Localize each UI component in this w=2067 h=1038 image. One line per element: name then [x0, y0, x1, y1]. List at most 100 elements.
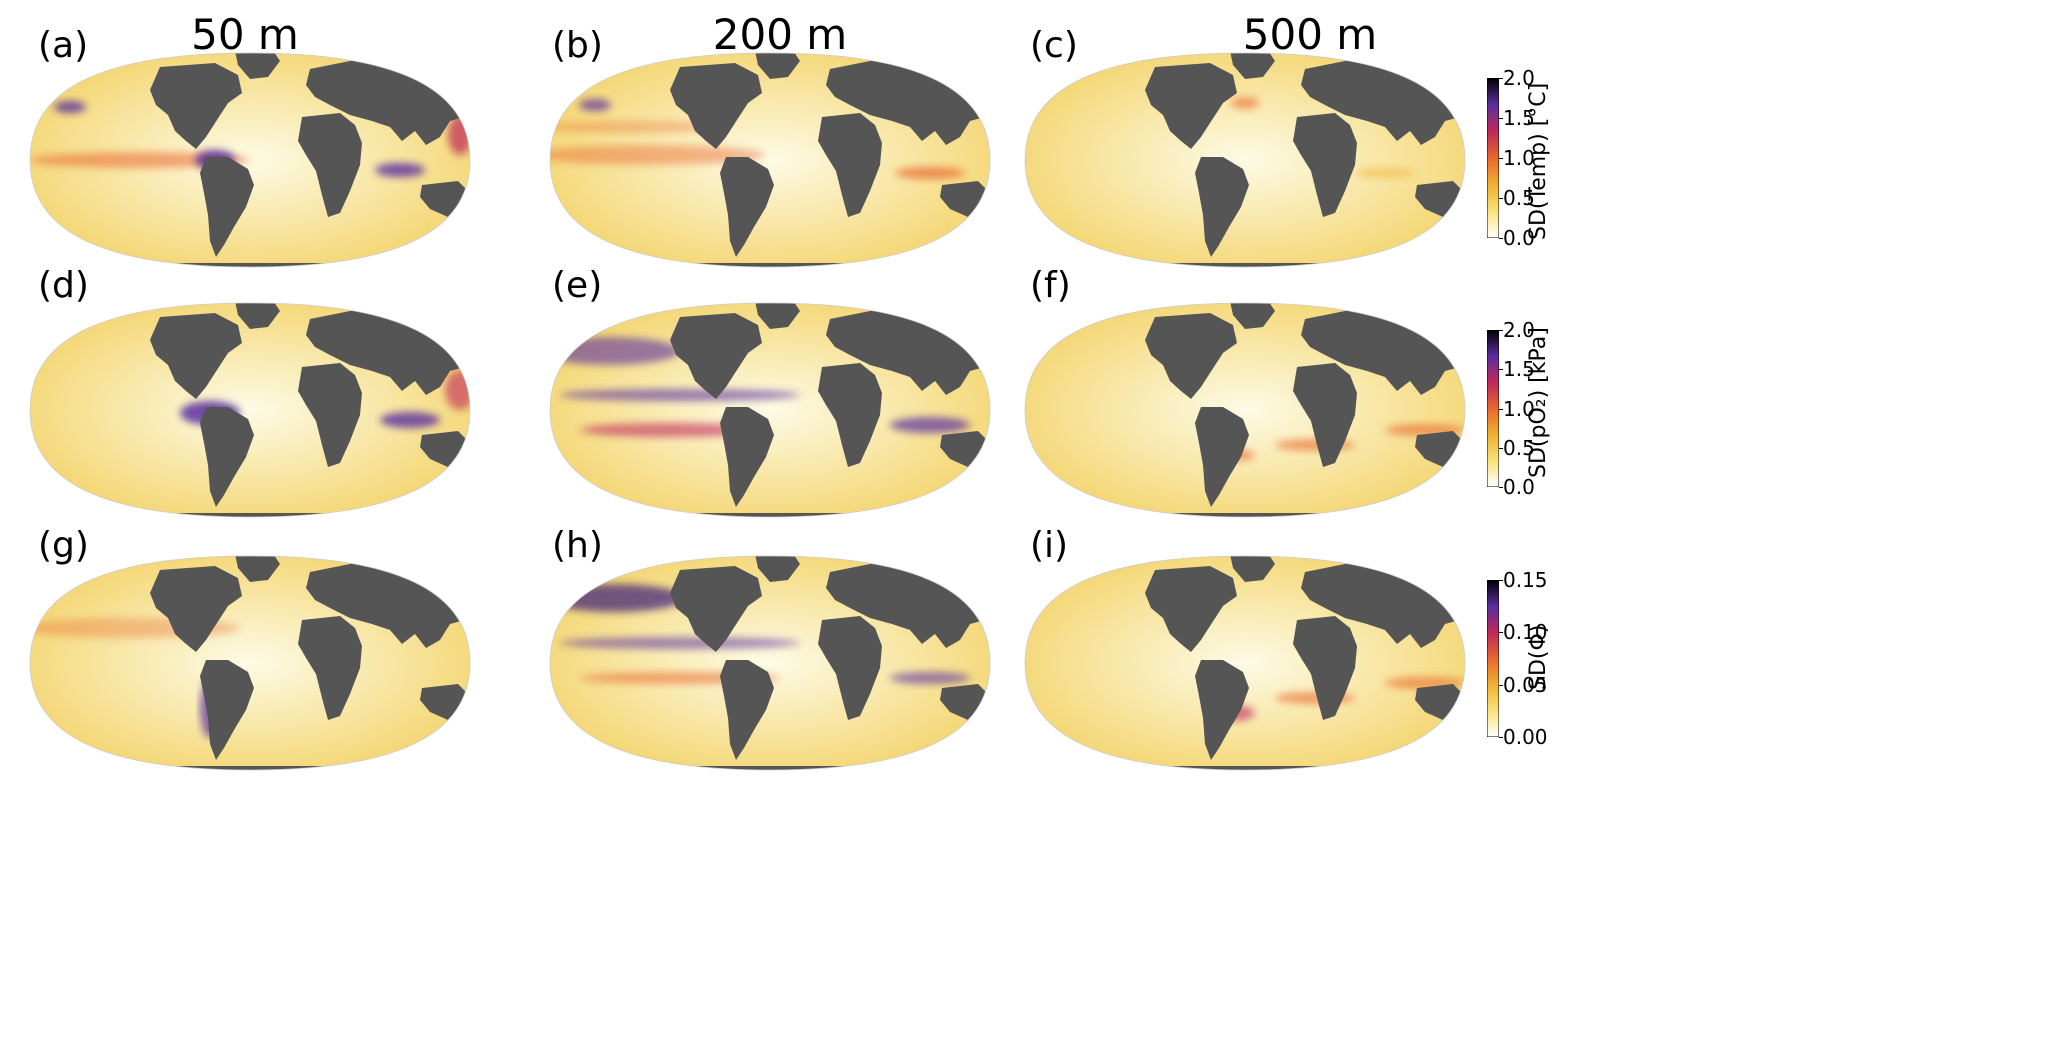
panel-label-f: (f) [1030, 265, 1071, 306]
colorbar-tick-label: 2.0 [1503, 66, 1535, 90]
landmass-north-america [150, 566, 242, 652]
map-frame [29, 302, 471, 518]
colorbar-tick-mark [1499, 369, 1503, 371]
landmass-north-america [670, 63, 762, 149]
landmass-greenland [1230, 556, 1275, 582]
colorbar-tick-mark [1499, 632, 1503, 634]
landmass-antarctica [1025, 263, 1465, 267]
map-frame [549, 302, 991, 518]
colorbar-tick-mark [1499, 684, 1503, 686]
colorbar-label-po2: SD(pO₂) [kPa] [1526, 327, 1551, 478]
landmass-antarctica [550, 766, 990, 770]
map-panel-a [29, 52, 471, 268]
colorbar-label-temp: SD(Temp) [°C] [1526, 82, 1551, 240]
landmass-south-america [720, 157, 774, 257]
landmass-africa [1293, 363, 1357, 467]
colorbar-gradient [1487, 580, 1499, 737]
panel-label-g: (g) [38, 525, 89, 566]
colorbar-tick-mark [1499, 118, 1503, 119]
landmass-africa [298, 363, 362, 467]
map-panel-b [549, 52, 991, 268]
map-frame [29, 555, 471, 771]
anomaly-band [550, 121, 720, 133]
landmass-south-america [200, 660, 254, 760]
colorbar-tick-label: 0.15 [1503, 568, 1548, 592]
landmass-greenland [1230, 53, 1275, 79]
landmass-south-america [1195, 157, 1249, 257]
anomaly-band [30, 152, 250, 168]
map-frame [549, 52, 991, 268]
colorbar-label-phi: SD(Φ) [1526, 624, 1551, 690]
ocean-field [1025, 303, 1465, 517]
column-title-500m: 500 m [1242, 10, 1378, 59]
landmass-north-america [150, 63, 242, 149]
anomaly-band [579, 99, 611, 111]
map-frame [29, 52, 471, 268]
landmass-north-america [1145, 313, 1237, 399]
colorbar-tick-label: 0.0 [1503, 226, 1535, 250]
ocean-field [30, 556, 470, 770]
landmass-greenland [235, 53, 280, 79]
colorbar-tick-label: 0.5 [1503, 435, 1535, 460]
landmass-antarctica [1025, 513, 1465, 517]
landmass-antarctica [30, 263, 470, 267]
map-panel-f [1024, 302, 1466, 518]
anomaly-band [380, 412, 440, 428]
ocean-field [1025, 53, 1465, 267]
landmass-south-america [1195, 407, 1249, 507]
anomaly-band [54, 101, 86, 113]
landmass-antarctica [550, 513, 990, 517]
landmass-greenland [1230, 303, 1275, 329]
landmass-greenland [755, 303, 800, 329]
column-title-200m: 200 m [712, 10, 848, 59]
colorbar-tick-mark [1499, 78, 1503, 79]
colorbar-tick-mark [1499, 408, 1503, 410]
colorbar-tick-label: 0.5 [1503, 186, 1535, 210]
landmass-africa [818, 363, 882, 467]
anomaly-band [550, 337, 680, 365]
landmass-greenland [755, 53, 800, 79]
anomaly-band [580, 423, 760, 437]
colorbar-tick-label: 1.5 [1503, 357, 1535, 382]
map-frame [1024, 52, 1466, 268]
landmass-greenland [235, 303, 280, 329]
anomaly-band [550, 584, 685, 612]
landmass-north-america [1145, 63, 1237, 149]
map-panel-e [549, 302, 991, 518]
anomaly-band [375, 163, 425, 177]
colorbar-tick-mark [1499, 330, 1503, 331]
colorbar-tick-mark [1499, 158, 1503, 159]
ocean-field [30, 303, 470, 517]
anomaly-band [560, 637, 800, 649]
colorbar-tick-label: 1.0 [1503, 396, 1535, 421]
panel-label-i: (i) [1030, 525, 1069, 566]
panel-label-b: (b) [552, 25, 603, 66]
landmass-north-america [1145, 566, 1237, 652]
map-frame [1024, 302, 1466, 518]
colorbar-temp [1487, 78, 1499, 238]
landmass-africa [298, 616, 362, 720]
colorbar-tick-mark [1499, 737, 1503, 738]
landmass-africa [818, 616, 882, 720]
anomaly-band [890, 417, 970, 433]
map-panel-g [29, 555, 471, 771]
colorbar-tick-mark [1499, 487, 1503, 488]
panel-label-c: (c) [1030, 25, 1078, 66]
colorbar-tick-label: 0.0 [1503, 475, 1535, 499]
landmass-antarctica [1025, 766, 1465, 770]
anomaly-band [560, 389, 800, 401]
landmass-africa [1293, 616, 1357, 720]
colorbar-tick-label: 1.0 [1503, 146, 1535, 170]
colorbar-tick-label: 0.00 [1503, 725, 1548, 749]
colorbar-gradient [1487, 78, 1499, 238]
colorbar-tick-mark [1499, 238, 1503, 239]
landmass-north-america [670, 313, 762, 399]
colorbar-po2 [1487, 330, 1499, 487]
ocean-field [550, 556, 990, 770]
landmass-north-america [670, 566, 762, 652]
landmass-antarctica [550, 263, 990, 267]
landmass-south-america [720, 407, 774, 507]
landmass-africa [1293, 113, 1357, 217]
ocean-field [1025, 556, 1465, 770]
colorbar-tick-label: 0.10 [1503, 620, 1548, 645]
